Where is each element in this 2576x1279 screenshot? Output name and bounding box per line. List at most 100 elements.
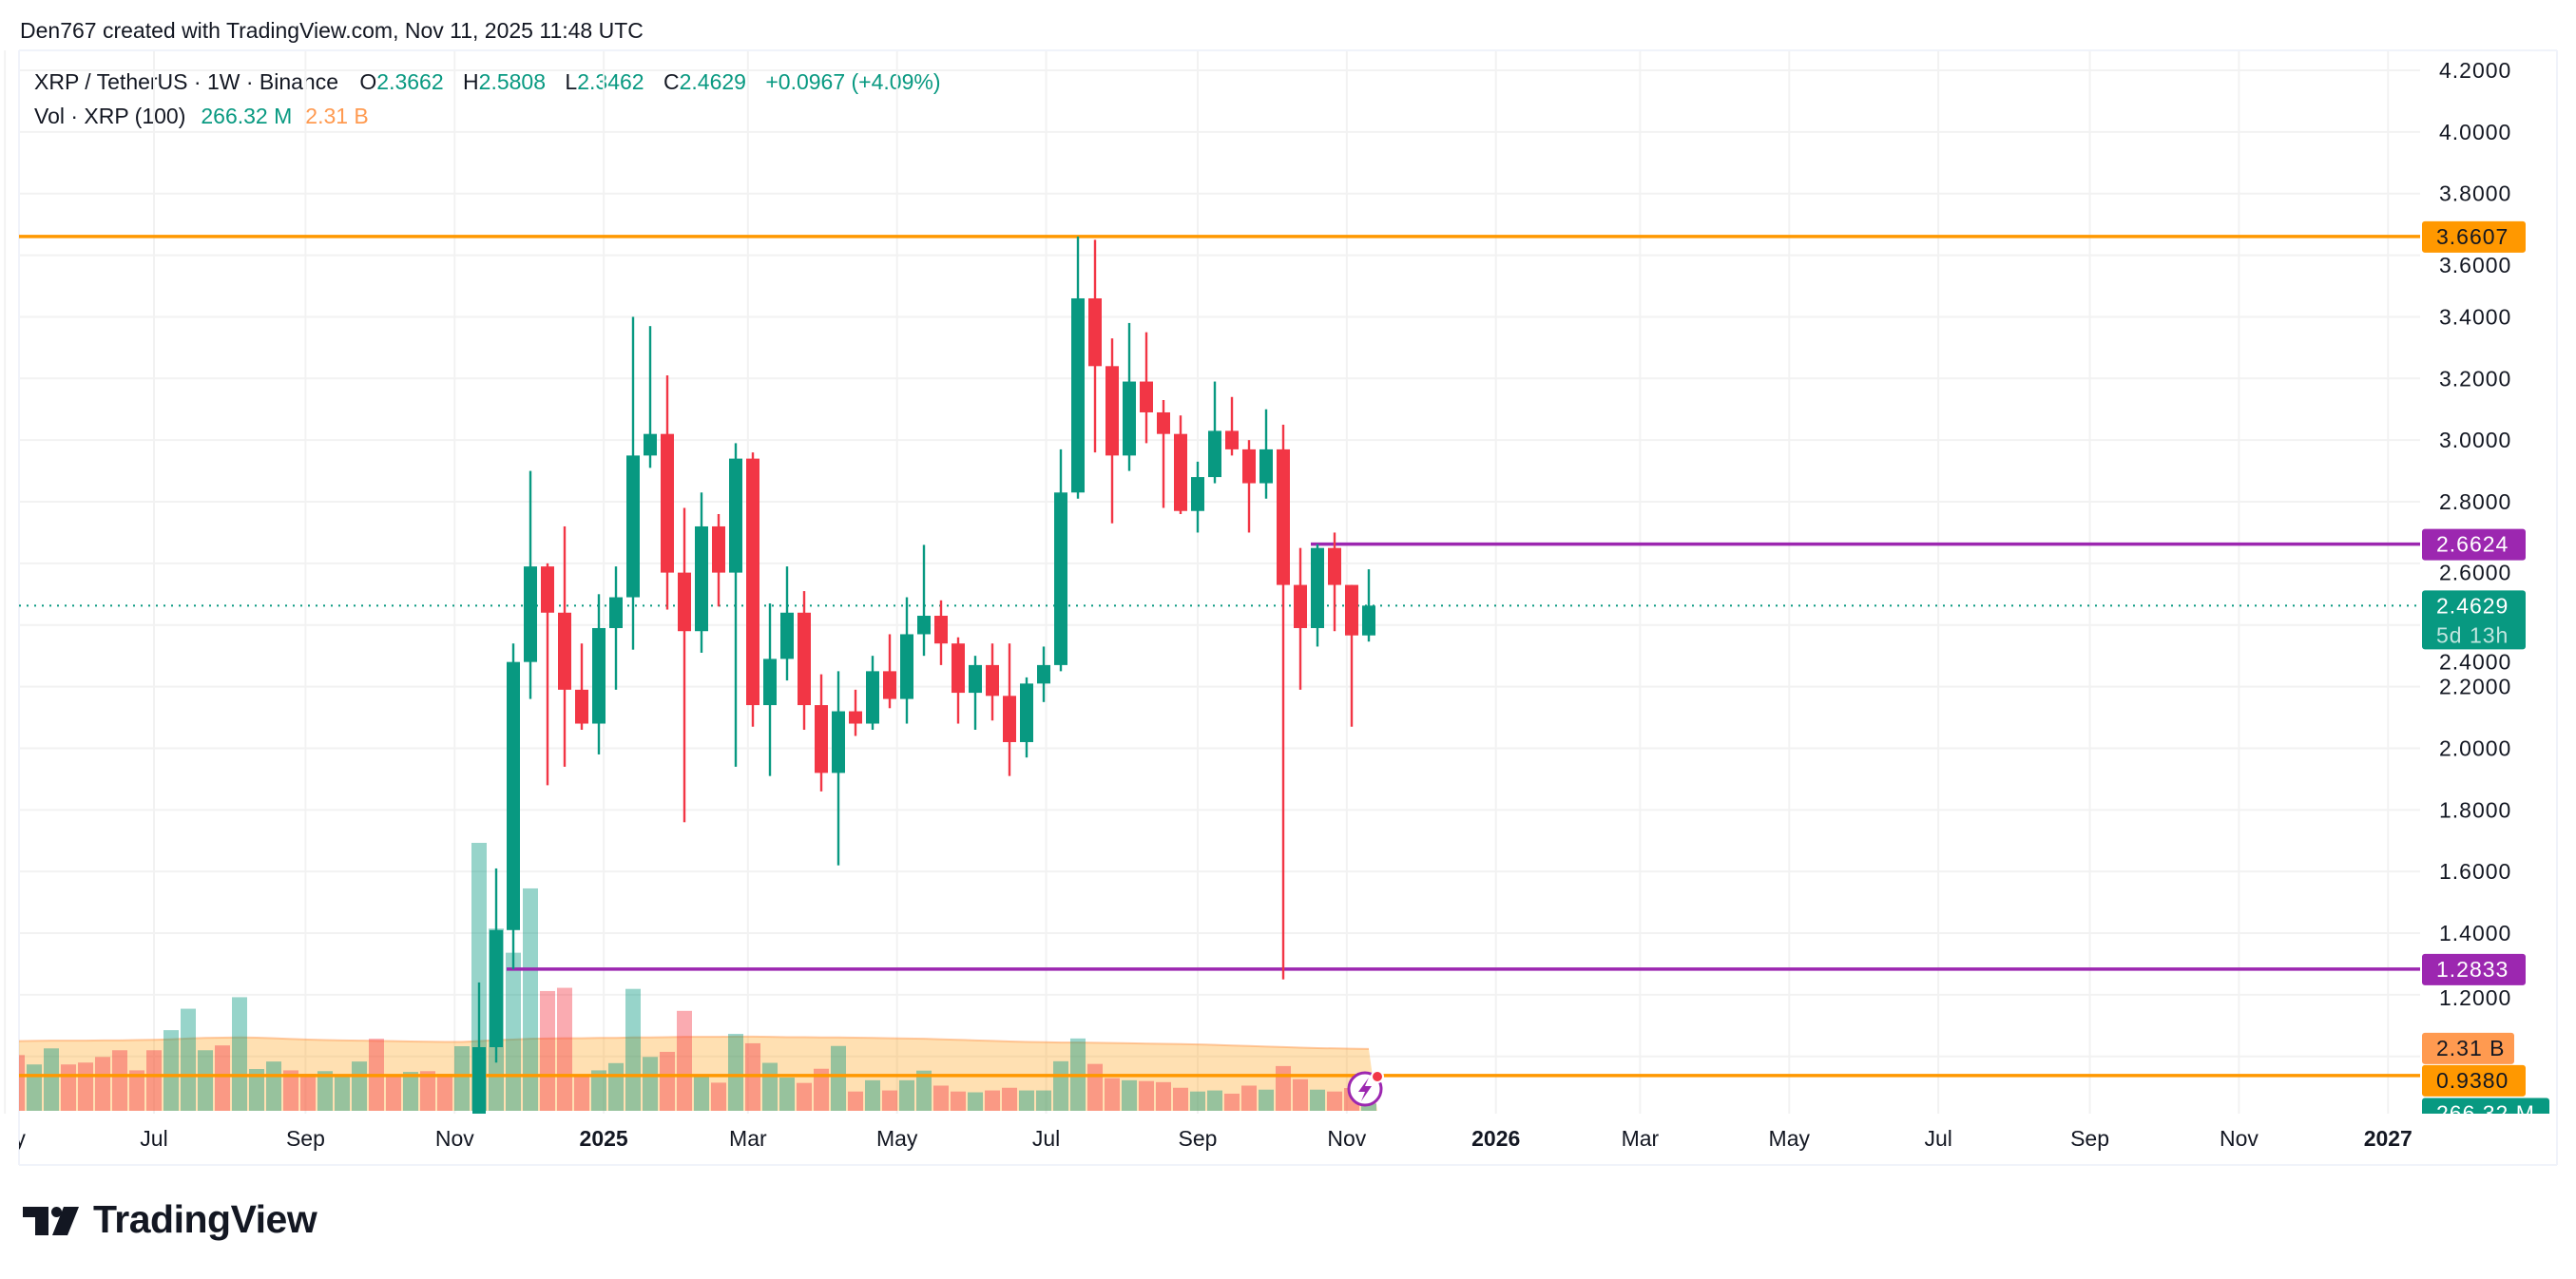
volume-bar xyxy=(968,1092,983,1111)
events-marker[interactable] xyxy=(1347,1070,1384,1107)
candle-body xyxy=(592,627,606,724)
price-axis-label: 2.2000 xyxy=(2439,675,2511,699)
candle xyxy=(900,597,913,724)
candle-body xyxy=(1208,430,1221,478)
volume-bar xyxy=(574,1077,589,1111)
candle xyxy=(524,470,537,699)
candle-body xyxy=(524,566,537,662)
candle xyxy=(472,982,486,1114)
candle xyxy=(1191,461,1204,533)
volume-title[interactable]: Vol · XRP (100) xyxy=(34,104,186,128)
price-axis-label: 2.6000 xyxy=(2439,561,2511,585)
time-axis-label: Jul xyxy=(1032,1126,1060,1151)
volume-bar xyxy=(1259,1089,1274,1111)
volume-bar xyxy=(1036,1090,1051,1111)
candle-wick xyxy=(648,326,652,468)
candle xyxy=(507,643,520,969)
candle-body xyxy=(1054,492,1067,665)
volume-bar xyxy=(1156,1081,1171,1111)
candle-wick xyxy=(1230,396,1234,456)
candle-body xyxy=(609,597,623,628)
candle-body xyxy=(763,659,777,706)
candle-wick xyxy=(546,563,549,786)
candle-wick xyxy=(1281,424,1285,980)
volume-legend[interactable]: Vol · XRP (100) 266.32 M 2.31 B xyxy=(34,102,369,130)
candle-body xyxy=(644,433,657,456)
volume-bar xyxy=(1207,1090,1222,1111)
candle-body xyxy=(558,612,571,690)
candle xyxy=(866,656,879,731)
candle xyxy=(1037,646,1050,702)
candle-body xyxy=(1277,449,1290,585)
candle-body xyxy=(541,566,554,613)
candle-body xyxy=(1088,297,1102,367)
candle-wick xyxy=(580,643,584,731)
time-axis[interactable]: May Jul Sep Nov 2025 Mar May Jul Sep Nov 2026 Mar Ma… xyxy=(0,1126,2413,1151)
candle-body xyxy=(507,661,520,930)
candle xyxy=(1294,547,1307,690)
price-axis-label: 2.8000 xyxy=(2439,489,2511,514)
candle-body xyxy=(815,705,828,773)
time-axis-label: Sep xyxy=(286,1126,325,1151)
candle xyxy=(609,566,623,690)
volume-bar xyxy=(300,1074,316,1111)
symbol-title[interactable]: XRP / TetherUS · 1W · Binance xyxy=(34,69,339,94)
volume-bar xyxy=(1139,1080,1154,1111)
lightning-bolt-glyph xyxy=(1358,1078,1372,1101)
candle xyxy=(1020,677,1033,758)
volume-bar xyxy=(1019,1090,1034,1111)
price-line-label-text: 2.6624 xyxy=(2436,532,2509,557)
candle-body xyxy=(1003,696,1016,742)
high-value: 2.5808 xyxy=(478,69,547,94)
volume-ma-area xyxy=(19,1035,1377,1111)
tradingview-logo[interactable]: TradingView xyxy=(93,1197,317,1241)
candle xyxy=(832,671,845,866)
candle-body xyxy=(1157,411,1170,434)
candle-body xyxy=(798,612,811,706)
volume-bar xyxy=(27,1064,42,1111)
candle-body xyxy=(986,664,999,697)
high-label: H xyxy=(463,69,479,94)
price-line-label: 3.6607 xyxy=(2422,220,2526,253)
candle xyxy=(986,643,999,721)
candle xyxy=(1362,569,1375,642)
volume-value-label-text: 266.32 M xyxy=(2436,1100,2535,1125)
volume-value-label: 266.32 M xyxy=(2422,1098,2549,1125)
candle-body xyxy=(1037,664,1050,684)
candle xyxy=(490,868,503,1063)
candle-body xyxy=(678,572,691,632)
candle xyxy=(934,600,948,665)
candle xyxy=(541,563,554,786)
candle-body xyxy=(1259,449,1273,484)
candle xyxy=(1328,532,1341,632)
volume-bar xyxy=(283,1070,298,1111)
candle xyxy=(1208,381,1221,484)
open-value: 2.3662 xyxy=(376,69,444,94)
candle xyxy=(1123,322,1136,471)
candle xyxy=(1242,440,1256,533)
price-axis[interactable]: 4.2000 4.0000 3.8000 3.6000 3.4000 3.2000 3.00… xyxy=(2439,58,2511,1010)
volume-bar xyxy=(1173,1087,1188,1111)
candle xyxy=(1003,643,1016,776)
price-axis-label: 3.8000 xyxy=(2439,181,2511,206)
candle-body xyxy=(780,612,794,659)
volume-value-label-bg xyxy=(2422,1098,2549,1114)
price-axis-label: 1.2000 xyxy=(2439,985,2511,1010)
volume-bar xyxy=(163,1030,179,1111)
volume-bar xyxy=(591,1070,606,1111)
time-axis-label: Sep xyxy=(1179,1126,1218,1151)
price-axis-label: 3.4000 xyxy=(2439,304,2511,329)
price-axis-label: 2.0000 xyxy=(2439,735,2511,760)
candle xyxy=(729,443,742,767)
price-lines[interactable] xyxy=(19,235,2420,1078)
candle-body xyxy=(1020,683,1033,742)
volume-bar xyxy=(1361,1103,1376,1111)
time-axis-label: Mar xyxy=(729,1126,767,1151)
volume-bar xyxy=(711,1082,726,1111)
time-axis-label: May xyxy=(876,1126,918,1151)
symbol-legend[interactable]: XRP / TetherUS · 1W · Binance O2.3662 H2… xyxy=(34,67,953,96)
volume-bar xyxy=(1310,1089,1325,1111)
time-axis-label: Mar xyxy=(1622,1126,1660,1151)
volume-bar xyxy=(831,1045,846,1111)
